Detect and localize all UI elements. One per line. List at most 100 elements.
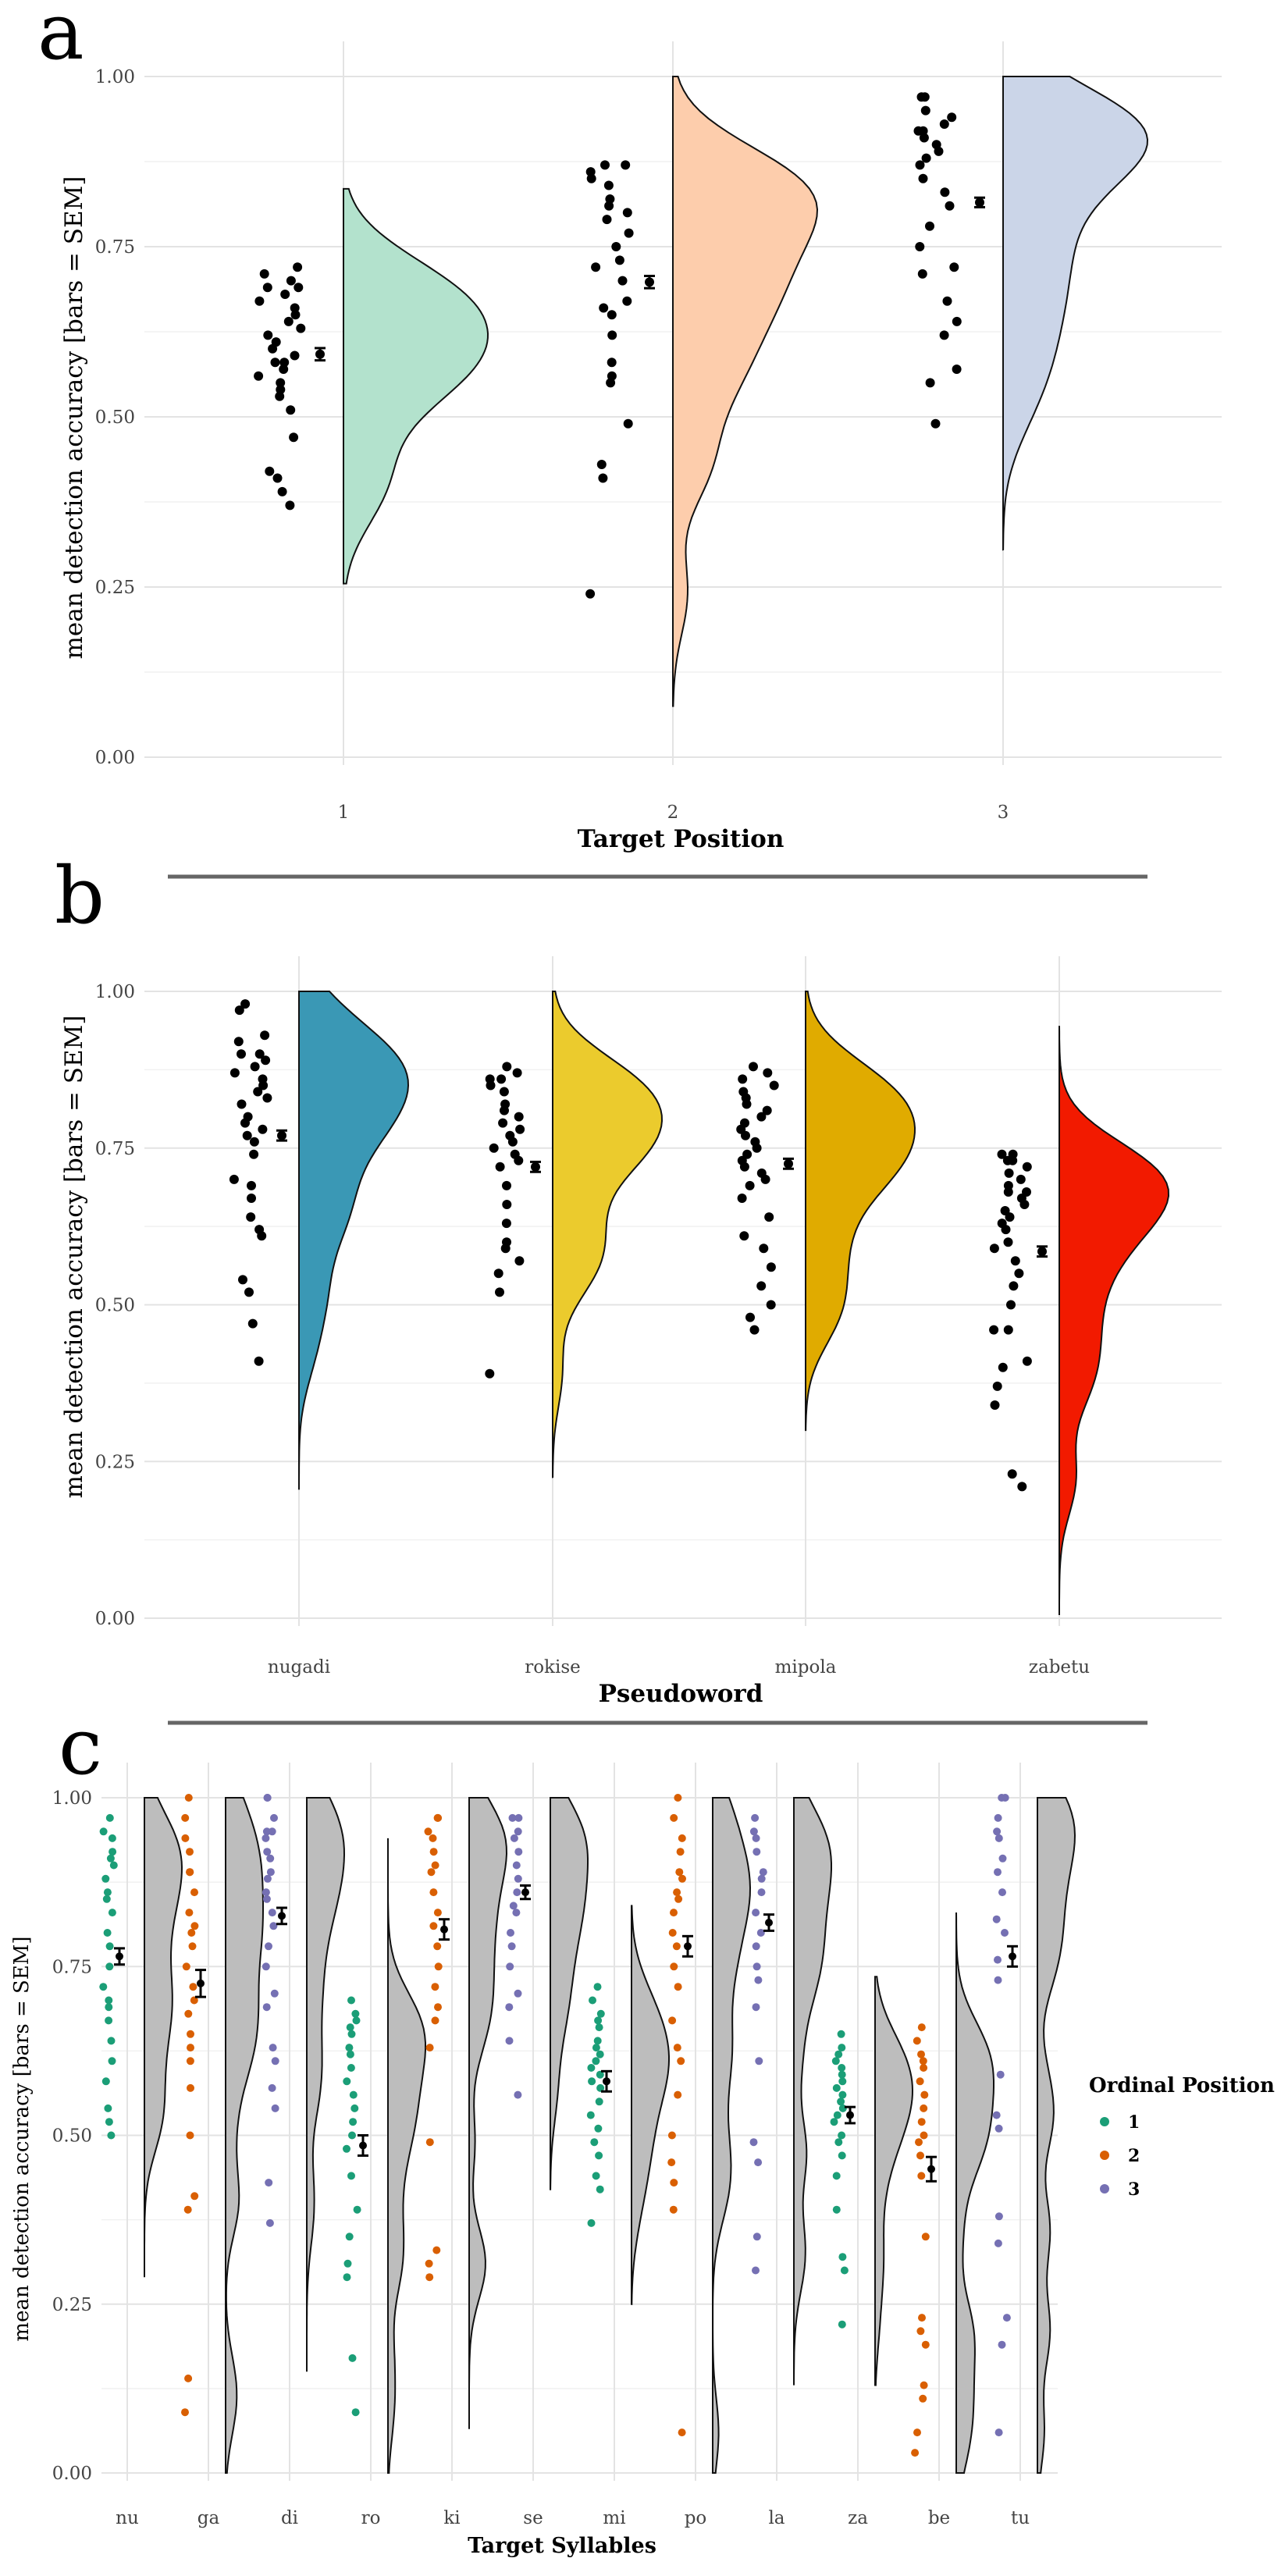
data-point — [764, 1212, 774, 1222]
data-point — [674, 1794, 682, 1802]
data-point — [925, 221, 934, 231]
data-point — [607, 310, 617, 320]
data-point — [515, 1124, 525, 1134]
data-point — [509, 1902, 518, 1910]
data-point — [945, 201, 955, 211]
data-point — [499, 1087, 509, 1097]
data-point — [353, 2205, 361, 2214]
panel-a: a 0.00 0.25 0.50 0.75 1.00 1 2 3 mean detectio… — [37, 0, 1222, 853]
data-point — [512, 1861, 521, 1870]
data-point — [994, 1834, 1003, 1842]
data-point — [834, 2050, 843, 2058]
data-point — [745, 1180, 755, 1190]
density-cloud — [225, 1797, 264, 2474]
mean-point — [277, 1130, 286, 1140]
data-point — [678, 2428, 686, 2437]
data-point — [434, 1962, 443, 1971]
x-tick-label: ro — [361, 2508, 381, 2528]
data-point — [505, 2003, 514, 2012]
data-point — [266, 1868, 275, 1877]
mean-point — [1009, 1952, 1016, 1961]
data-point — [677, 2057, 685, 2065]
data-point — [107, 2037, 116, 2045]
data-point — [997, 1149, 1007, 1159]
y-tick-label: 0.75 — [52, 1957, 92, 1977]
data-point — [756, 1929, 765, 1937]
data-point — [240, 999, 251, 1009]
data-point — [485, 1074, 495, 1084]
data-point — [186, 1848, 194, 1856]
density-cloud — [552, 991, 664, 1478]
panel-c-letter: c — [59, 1701, 102, 1792]
data-point — [347, 2030, 356, 2038]
data-point — [624, 228, 634, 238]
data-point — [505, 1130, 515, 1140]
data-point — [99, 1827, 108, 1836]
data-point — [668, 2016, 677, 2025]
data-point — [105, 1962, 114, 1971]
data-point — [596, 2083, 605, 2092]
data-point — [919, 2394, 927, 2403]
data-point — [831, 2057, 840, 2065]
panel-b-x-ticks: nugadi rokise mipola zabetu — [268, 1657, 1090, 1678]
data-point — [425, 2044, 434, 2052]
data-point — [766, 1300, 776, 1310]
data-point — [994, 1976, 1002, 1984]
y-tick-label: 0.00 — [52, 2464, 92, 2484]
data-point — [276, 385, 286, 395]
data-point — [501, 1219, 511, 1229]
data-point — [832, 2172, 841, 2180]
data-point — [184, 2374, 193, 2382]
density-cloud — [1059, 1026, 1170, 1615]
data-point — [286, 405, 296, 415]
data-point — [266, 1854, 275, 1863]
data-point — [271, 2104, 279, 2112]
data-point — [502, 1180, 511, 1190]
data-point — [916, 2077, 924, 2086]
data-point — [669, 2205, 678, 2214]
x-tick-label: ki — [443, 2508, 460, 2528]
data-point — [754, 2158, 763, 2167]
data-point — [596, 2050, 604, 2058]
legend-swatch — [1100, 2184, 1109, 2194]
data-point — [105, 2003, 113, 2012]
data-point — [289, 432, 299, 443]
data-point — [280, 290, 290, 299]
data-point — [243, 1112, 253, 1122]
data-point — [917, 2023, 926, 2032]
density-cloud — [144, 1797, 183, 2278]
data-point — [109, 1861, 118, 1870]
density-cloud — [712, 1797, 752, 2474]
data-point — [276, 378, 286, 388]
data-point — [921, 153, 931, 163]
data-point — [670, 1813, 678, 1822]
data-point — [998, 2340, 1006, 2349]
data-point — [595, 2151, 603, 2160]
panel-b: b 0.00 0.25 0.50 0.75 1.00 nugadi rokise mipol… — [55, 850, 1222, 1708]
data-point — [105, 2016, 113, 2025]
data-point — [998, 1854, 1007, 1863]
data-point — [989, 1244, 999, 1254]
data-point — [233, 1037, 244, 1047]
panel-b-x-axis-title: Pseudoword — [599, 1680, 763, 1708]
mean-point — [531, 1162, 540, 1172]
data-point — [181, 1813, 190, 1822]
data-point — [586, 2111, 595, 2119]
y-tick-label: 0.25 — [95, 578, 135, 598]
data-point — [1017, 1482, 1027, 1492]
data-point — [670, 2179, 678, 2187]
panel-c-legend: Ordinal Position 1 2 3 — [1089, 2074, 1275, 2200]
data-point — [753, 2233, 761, 2241]
data-point — [752, 1834, 760, 1842]
data-point — [237, 1099, 247, 1109]
data-point — [915, 2138, 923, 2147]
data-point — [759, 1868, 767, 1877]
data-point — [262, 1962, 270, 1971]
data-point — [753, 1962, 761, 1971]
data-point — [346, 2050, 354, 2058]
data-point — [838, 2104, 847, 2112]
data-point — [678, 1874, 686, 1883]
data-point — [253, 1087, 263, 1097]
data-point — [429, 1922, 438, 1930]
data-point — [294, 283, 304, 293]
